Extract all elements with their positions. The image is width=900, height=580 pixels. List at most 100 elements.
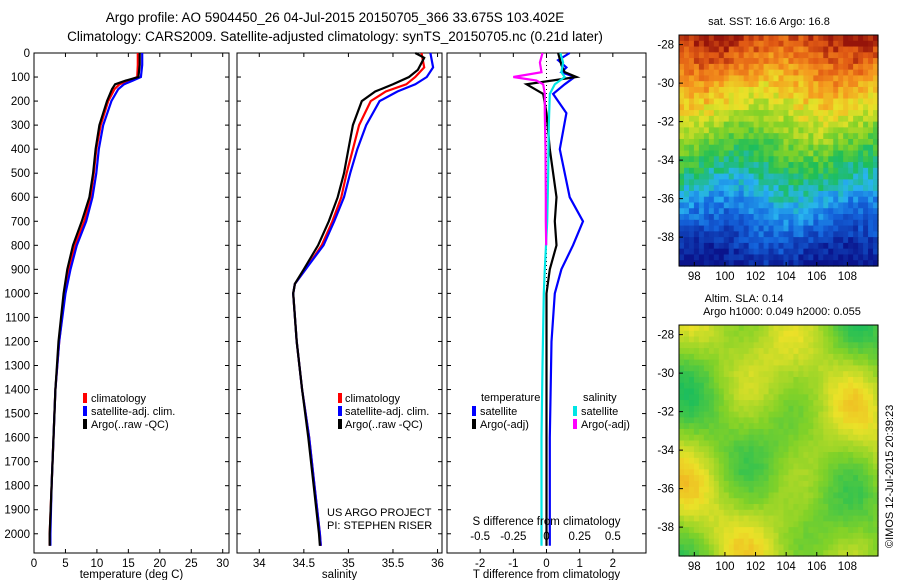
map-cell [858,325,864,332]
map-cell [873,237,879,244]
map-cell [738,527,745,534]
map-cell [863,214,869,221]
map-cell [773,469,780,476]
map-cell [708,156,715,163]
map-cell [768,330,775,338]
map-cell [758,219,765,227]
map-cell [868,92,874,100]
map-cell [818,469,824,476]
map-cell [803,196,809,204]
map-cell [688,63,695,71]
map-cell [723,69,730,77]
map-cell [763,394,770,401]
map-cell [808,463,814,470]
map-cell [763,46,770,53]
map-cell [848,382,854,390]
map-cell [833,532,839,540]
map-cell [758,423,765,430]
map-cell [858,185,864,192]
map-cell [828,214,834,221]
map-cell [778,423,785,430]
map-cell [848,486,854,494]
map-cell [798,480,804,488]
map-cell [793,336,799,343]
map-cell [763,463,770,470]
map-cell [748,515,755,522]
map-cell [783,40,790,48]
map-cell [798,428,804,436]
map-cell [833,382,839,390]
map-cell [768,237,775,244]
map-cell [833,504,839,511]
map-cell [773,504,780,511]
map-cell [798,248,804,256]
map-cell [813,46,819,53]
map-cell [738,509,745,517]
map-cell [803,248,809,256]
map-cell [763,121,770,129]
map-cell [679,544,685,551]
map-cell [833,173,839,180]
map-cell [808,371,814,378]
map-cell [858,469,864,476]
map-cell [733,202,740,209]
map-cell [818,190,824,198]
map-cell [823,394,829,401]
map-title-sst: sat. SST: 16.6 Argo: 16.8 [708,16,830,28]
map-cell [808,550,814,557]
map-cell [753,225,760,232]
map-cell [703,527,710,534]
map-cell [763,382,770,390]
map-cell [683,423,690,430]
map-cell [713,225,720,232]
map-cell [713,81,720,88]
map-cell [863,115,869,123]
map-cell [813,185,819,192]
map-cell [833,538,839,546]
map-cell [708,242,715,250]
map-cell [703,254,710,261]
map-cell [783,400,790,407]
legend-label: satellite [581,406,618,418]
map-cell [683,492,690,499]
map-cell [863,231,869,238]
map-cell [768,225,775,232]
map-cell [698,353,705,361]
map-cell [773,63,780,71]
map-cell [873,544,879,551]
map-cell [853,40,859,48]
map-cell [763,225,770,232]
map-cell [679,40,685,48]
map-cell [868,75,874,82]
map-cell [868,388,874,395]
x-tick-label: 0 [543,558,549,570]
map-cell [708,446,715,453]
map-cell [703,98,710,105]
map-cell [818,359,824,367]
map-cell [738,521,745,528]
map-cell [773,527,780,534]
map-cell [793,388,799,395]
map-cell [693,515,700,522]
map-cell [679,521,685,528]
map-cell [753,411,760,419]
map-cell [713,382,720,390]
map-cell [718,104,725,111]
map-cell [788,480,795,488]
map-cell [703,208,710,215]
map-cell [693,138,700,146]
map-cell [818,214,824,221]
map-cell [863,509,869,517]
map-cell [808,46,814,53]
map-cell [708,63,715,71]
map-cell [713,40,720,48]
map-cell [788,35,795,42]
map-cell [688,411,695,419]
map-cell [848,342,854,349]
map-cell [708,504,715,511]
map-cell [758,162,765,169]
map-cell [788,440,795,447]
map-cell [783,532,790,540]
map-cell [858,86,864,94]
map-cell [873,388,879,395]
